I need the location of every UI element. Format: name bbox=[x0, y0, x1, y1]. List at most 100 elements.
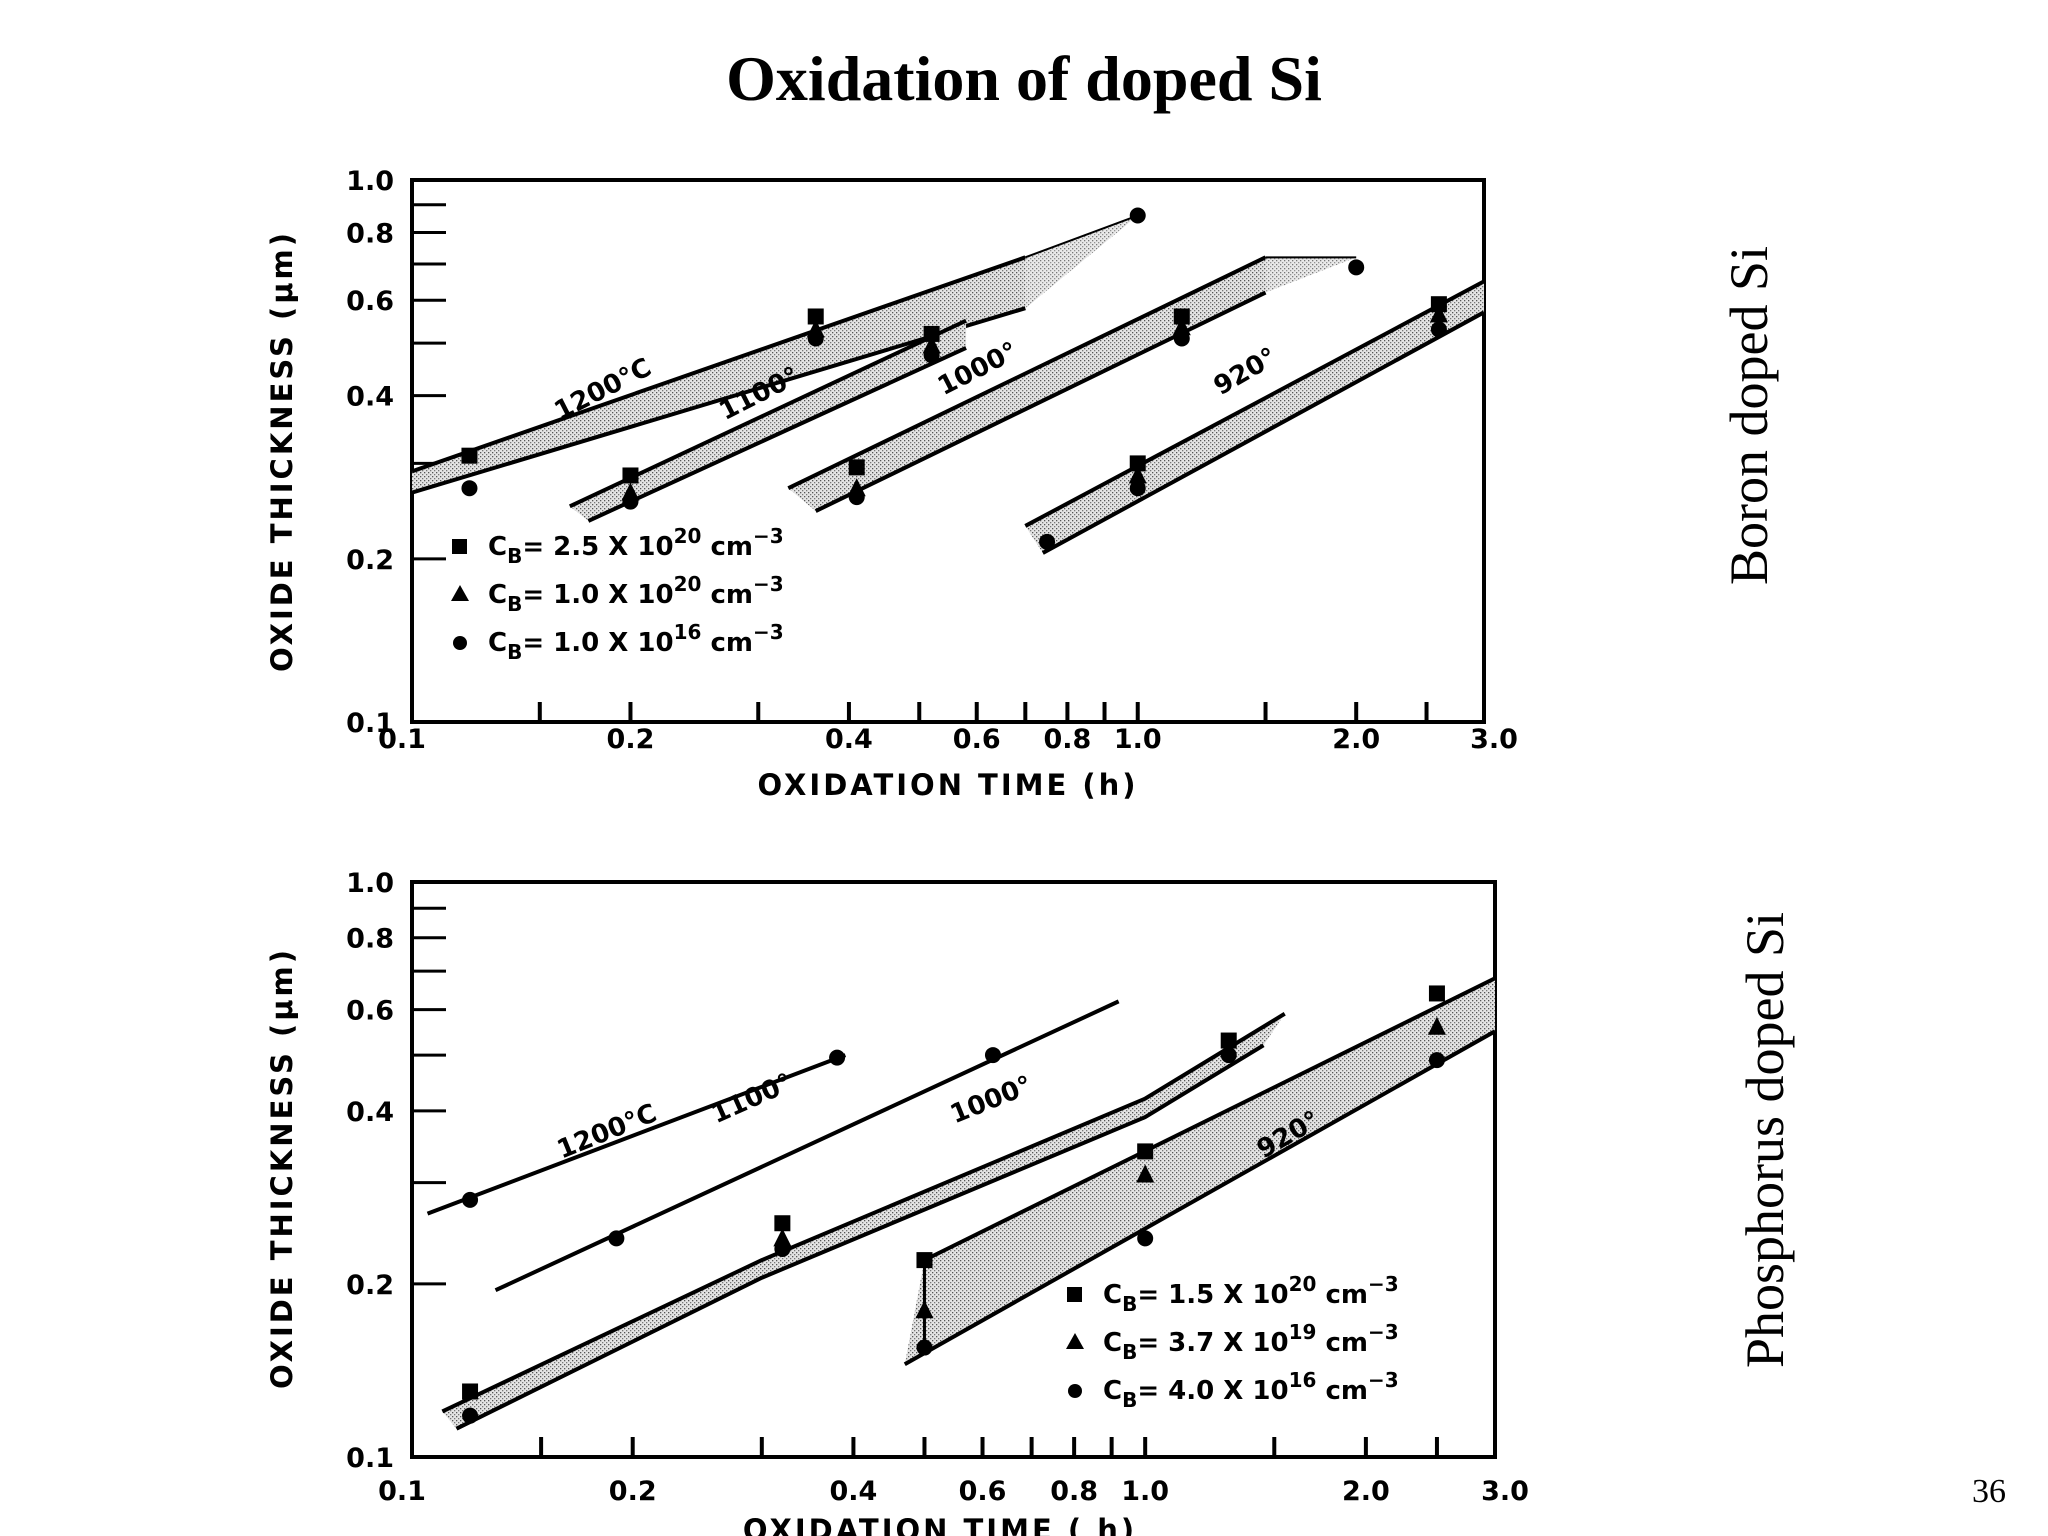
series-1000-circle-point bbox=[462, 1407, 479, 1424]
series-920-circle-point bbox=[916, 1339, 933, 1356]
y-tick-label: 0.2 bbox=[346, 1270, 394, 1301]
series-1100-band bbox=[569, 320, 967, 521]
series-920-circle-point bbox=[1129, 480, 1146, 497]
legend-unit-exp: −3 bbox=[753, 620, 784, 644]
series-1000-upper-line bbox=[787, 255, 1267, 491]
series-1000-extension bbox=[1265, 257, 1357, 293]
series-920-square-point bbox=[1430, 296, 1447, 313]
legend-exp: 20 bbox=[674, 524, 702, 548]
x-tick-label: 0.6 bbox=[959, 1476, 1007, 1507]
series-1200-circle-point bbox=[1129, 207, 1146, 224]
legend-exp: 19 bbox=[1289, 1320, 1317, 1344]
series-1000-square-point bbox=[1173, 308, 1190, 325]
legend-entry: CB= 4.0 X 1016 cm−3 bbox=[1103, 1368, 1399, 1412]
x-axis-label: OXIDATION TIME (h) bbox=[757, 768, 1138, 802]
y-tick-label: 0.6 bbox=[346, 996, 394, 1027]
y-tick-label: 0.6 bbox=[346, 286, 394, 317]
legend-c: C bbox=[488, 580, 507, 610]
series-1200-square-point bbox=[807, 308, 824, 325]
y-axis-label: OXIDE THICKNESS (μm) bbox=[265, 947, 299, 1389]
series-920-triangle-point bbox=[1427, 1016, 1446, 1035]
series-1000-triangle-point bbox=[1172, 317, 1191, 336]
legend-mid: = 1.0 X 10 bbox=[522, 580, 673, 610]
legend-unit-exp: −3 bbox=[1368, 1320, 1399, 1344]
y-tick-label: 0.1 bbox=[346, 708, 394, 739]
x-tick-label: 0.4 bbox=[825, 724, 873, 755]
legend-unit: cm bbox=[1316, 1328, 1368, 1358]
legend-sub: B bbox=[1122, 1340, 1137, 1364]
series-1000-triangle-point bbox=[773, 1228, 792, 1247]
series-1000-band bbox=[788, 257, 1266, 512]
x-tick-label: 2.0 bbox=[1342, 1476, 1390, 1507]
y-tick-label: 0.1 bbox=[346, 1443, 394, 1474]
series-1100-circle-point bbox=[608, 1230, 625, 1247]
legend-entry: CB= 1.5 X 1020 cm−3 bbox=[1103, 1272, 1399, 1316]
legend-circle-marker bbox=[453, 636, 467, 650]
x-tick-label: 0.8 bbox=[1050, 1476, 1098, 1507]
series-920-circle-point bbox=[1430, 321, 1447, 338]
page-number: 36 bbox=[1972, 1473, 2006, 1510]
legend-entry: CB= 3.7 X 1019 cm−3 bbox=[1103, 1320, 1399, 1364]
legend-triangle-marker bbox=[1066, 1333, 1084, 1349]
series-920-triangle-point bbox=[1136, 1164, 1155, 1183]
legend-square-marker bbox=[1067, 1287, 1082, 1302]
legend-c: C bbox=[488, 628, 507, 658]
series-920-circle-point bbox=[1137, 1230, 1154, 1247]
y-axis-label: OXIDE THICKNESS (μm) bbox=[265, 230, 299, 672]
legend-exp: 16 bbox=[1289, 1368, 1317, 1392]
x-tick-label: 0.8 bbox=[1043, 724, 1091, 755]
series-1100-lower-line bbox=[587, 346, 967, 523]
series-920-triangle-point bbox=[915, 1300, 934, 1319]
legend-circle-marker bbox=[1068, 1384, 1082, 1398]
series-920-square-point bbox=[1129, 455, 1146, 472]
series-920-lower-line bbox=[903, 1029, 1495, 1366]
legend-sub: B bbox=[507, 640, 522, 664]
series-920-band bbox=[904, 978, 1495, 1365]
legend-sub: B bbox=[1122, 1292, 1137, 1316]
x-tick-label: 0.1 bbox=[378, 1476, 426, 1507]
series-1000-square-point bbox=[848, 459, 865, 476]
legend-exp: 20 bbox=[1289, 1272, 1317, 1296]
legend-sub: B bbox=[507, 592, 522, 616]
series-920-lower-line bbox=[1041, 310, 1484, 555]
plot-frame bbox=[410, 178, 1486, 724]
series-1100-circle-point bbox=[984, 1047, 1001, 1064]
series-1000-square-point bbox=[774, 1215, 791, 1232]
series-1200-extension-line bbox=[1024, 214, 1139, 259]
legend-unit: cm bbox=[1316, 1280, 1368, 1310]
y-tick-label: 1.0 bbox=[346, 868, 394, 899]
series-1100-square-point bbox=[923, 325, 940, 342]
y-tick-label: 0.8 bbox=[346, 219, 394, 250]
legend-unit: cm bbox=[1316, 1376, 1368, 1406]
y-tick-label: 1.0 bbox=[346, 166, 394, 197]
y-tick-label: 0.4 bbox=[346, 1097, 394, 1128]
legend-sub: B bbox=[1122, 1388, 1137, 1412]
y-tick-label: 0.2 bbox=[346, 545, 394, 576]
series-1100-circle-point bbox=[622, 493, 639, 510]
series-920-circle-point bbox=[1039, 533, 1056, 550]
legend-unit-exp: −3 bbox=[1368, 1272, 1399, 1296]
series-1000-circle-point bbox=[848, 489, 865, 506]
series-920-square-point bbox=[916, 1252, 933, 1269]
legend-exp: 16 bbox=[674, 620, 702, 644]
x-tick-label: 2.0 bbox=[1332, 724, 1380, 755]
series-group bbox=[412, 214, 1484, 555]
series-1200-band bbox=[412, 257, 1026, 493]
y-tick-label: 0.8 bbox=[346, 924, 394, 955]
series-1000-lower-line bbox=[814, 290, 1267, 513]
x-tick-label: 1.0 bbox=[1114, 724, 1162, 755]
x-tick-label: 0.6 bbox=[953, 724, 1001, 755]
x-tick-label: 0.1 bbox=[378, 724, 426, 755]
series-1100-line bbox=[494, 999, 1120, 1293]
temp-label: 1000° bbox=[946, 1070, 1036, 1130]
series-1000-circle-point bbox=[1348, 259, 1365, 276]
legend-exp: 20 bbox=[674, 572, 702, 596]
x-tick-label: 3.0 bbox=[1470, 724, 1518, 755]
series-1000-square-point bbox=[1220, 1032, 1237, 1049]
legend-c: C bbox=[1103, 1280, 1122, 1310]
series-920-circle-point bbox=[1428, 1052, 1445, 1069]
plot-frame bbox=[410, 880, 1497, 1459]
legend-sub: B bbox=[507, 544, 522, 568]
legend-triangle-marker bbox=[451, 585, 469, 601]
